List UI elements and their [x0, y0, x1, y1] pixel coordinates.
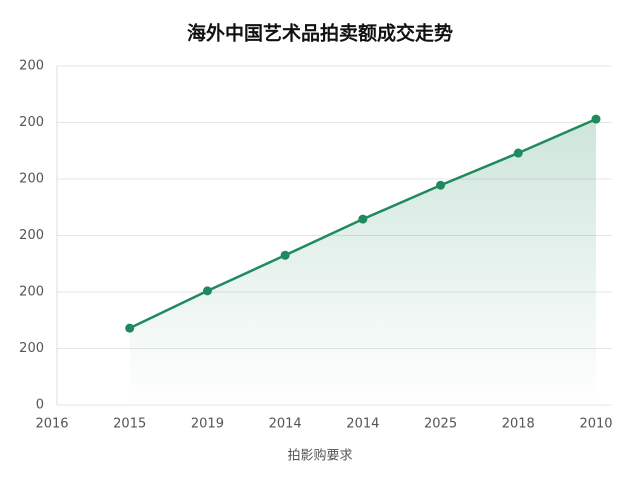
- y-tick-label: 200: [19, 59, 44, 74]
- y-tick-label: 200: [19, 228, 44, 243]
- y-tick-label: 200: [19, 285, 44, 300]
- x-tick-label: 2016: [35, 417, 68, 432]
- y-tick-label: 0: [36, 398, 44, 413]
- point: [513, 148, 523, 158]
- x-tick-label: 2010: [579, 417, 612, 432]
- point: [591, 114, 601, 124]
- area: [129, 119, 596, 406]
- y-tick-label: 200: [19, 172, 44, 187]
- x-tick-label: 2019: [191, 417, 224, 432]
- point: [125, 323, 135, 333]
- point: [436, 180, 446, 190]
- x-tick-label: 2025: [424, 417, 457, 432]
- point: [202, 286, 212, 296]
- y-tick-label: 200: [19, 115, 44, 130]
- x-tick-label: 2014: [269, 417, 302, 432]
- x-tick-label: 2014: [346, 417, 379, 432]
- x-axis-title: 拍影购要求: [287, 448, 352, 464]
- x-tick-label: 2015: [113, 417, 146, 432]
- point: [280, 250, 290, 260]
- chart-title: 海外中国艺术品拍卖额成交走势: [187, 22, 453, 45]
- x-tick-label: 2018: [502, 417, 535, 432]
- point: [358, 214, 368, 224]
- y-tick-label: 200: [19, 341, 44, 356]
